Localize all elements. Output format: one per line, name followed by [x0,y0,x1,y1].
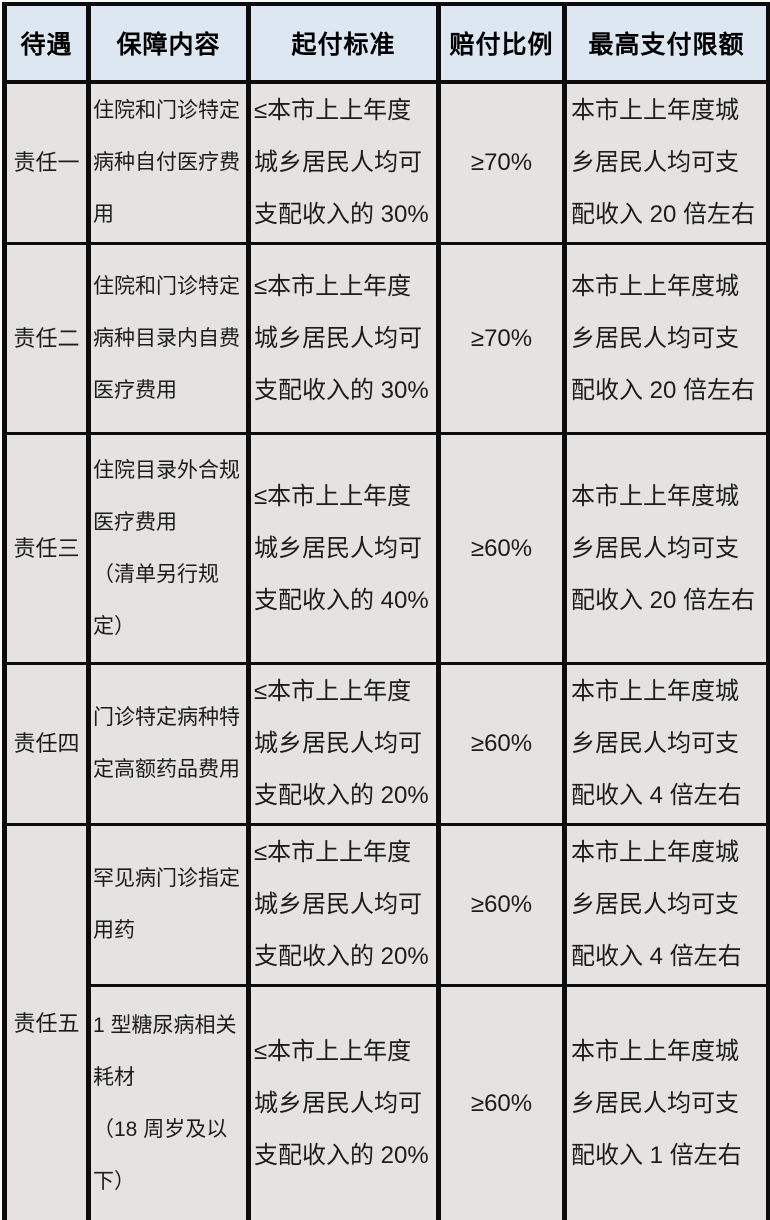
limit-cell-3: 本市上上年度城 乡居民人均可支 配收入 20 倍左右 [562,432,770,665]
ratio-cell-2: ≥70% [436,242,567,435]
table-row-duty1: 责任一 住院和门诊特定 病种自付医疗费 用 ≤本市上上年度 城乡居民人均可 支配… [2,80,770,245]
coverage-cell-1: 住院和门诊特定 病种自付医疗费 用 [86,80,251,245]
ratio-cell-5a: ≥60% [436,823,567,987]
ratio-cell-5b: ≥60% [436,984,567,1220]
deductible-cell-3: ≤本市上上年度 城乡居民人均可 支配收入的 40% [246,432,441,665]
duty-cell-4: 责任四 [2,662,91,826]
column-header-ratio: 赔付比例 [436,2,567,84]
table-row-duty5-part1: 责任五 罕见病门诊指定 用药 ≤本市上上年度 城乡居民人均可 支配收入的 20%… [2,823,770,1220]
ratio-cell-4: ≥60% [436,662,567,826]
coverage-cell-4: 门诊特定病种特 定高额药品费用 [86,662,251,826]
table-row-duty5-part2: 1 型糖尿病相关 耗材 （18 周岁及以 下） ≤本市上上年度 城乡居民人均可 … [5,984,770,1220]
column-header-deductible: 起付标准 [246,2,441,84]
coverage-cell-5b: 1 型糖尿病相关 耗材 （18 周岁及以 下） [86,984,251,1220]
table-row-duty4: 责任四 门诊特定病种特 定高额药品费用 ≤本市上上年度 城乡居民人均可 支配收入… [2,662,770,826]
deductible-cell-4: ≤本市上上年度 城乡居民人均可 支配收入的 20% [246,662,441,826]
duty-cell-2: 责任二 [2,242,91,435]
deductible-cell-5a: ≤本市上上年度 城乡居民人均可 支配收入的 20% [246,823,441,987]
deductible-cell-1: ≤本市上上年度 城乡居民人均可 支配收入的 30% [246,80,441,245]
ratio-cell-1: ≥70% [436,80,567,245]
column-header-coverage: 保障内容 [86,2,251,84]
limit-cell-2: 本市上上年度城 乡居民人均可支 配收入 20 倍左右 [562,242,770,435]
deductible-cell-5b: ≤本市上上年度 城乡居民人均可 支配收入的 20% [246,984,441,1220]
column-header-limit: 最高支付限额 [562,2,770,84]
ratio-cell-3: ≥60% [436,432,567,665]
duty-cell-5: 责任五 [2,823,91,1220]
limit-cell-5b: 本市上上年度城 乡居民人均可支 配收入 1 倍左右 [562,984,770,1220]
table-row-duty3: 责任三 住院目录外合规 医疗费用 （清单另行规 定） ≤本市上上年度 城乡居民人… [2,432,770,665]
table-row-duty2: 责任二 住院和门诊特定 病种目录内自费 医疗费用 ≤本市上上年度 城乡居民人均可… [2,242,770,435]
coverage-cell-3: 住院目录外合规 医疗费用 （清单另行规 定） [86,432,251,665]
limit-cell-4: 本市上上年度城 乡居民人均可支 配收入 4 倍左右 [562,662,770,826]
coverage-cell-2: 住院和门诊特定 病种目录内自费 医疗费用 [86,242,251,435]
limit-cell-5a: 本市上上年度城 乡居民人均可支 配收入 4 倍左右 [562,823,770,987]
duty-cell-3: 责任三 [2,432,91,665]
column-header-duty: 待遇 [2,2,91,84]
header-row: 待遇 保障内容 起付标准 赔付比例 最高支付限额 [2,2,770,84]
coverage-cell-5a: 罕见病门诊指定 用药 [86,823,251,987]
limit-cell-1: 本市上上年度城 乡居民人均可支 配收入 20 倍左右 [562,80,770,245]
deductible-cell-2: ≤本市上上年度 城乡居民人均可 支配收入的 30% [246,242,441,435]
duty-cell-1: 责任一 [2,80,91,245]
